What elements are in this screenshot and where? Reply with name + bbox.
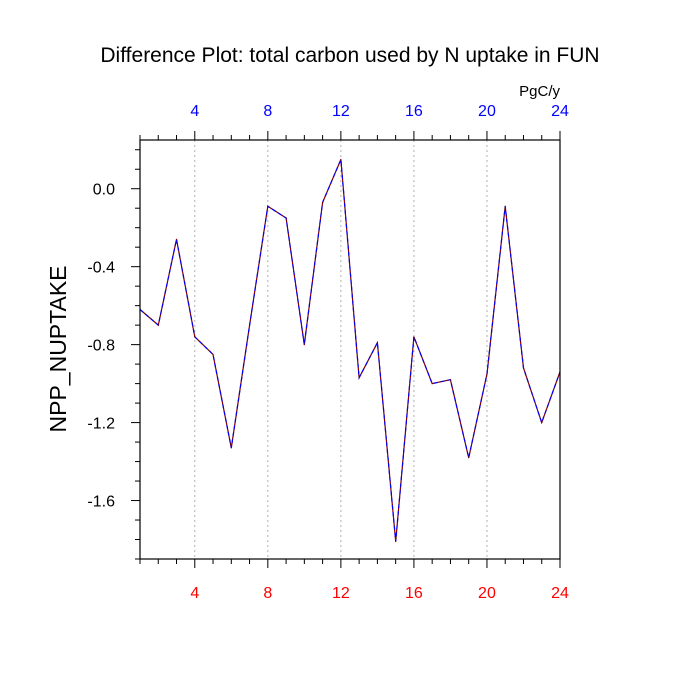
axis-ticks <box>131 131 561 568</box>
data-point-5 <box>212 353 214 355</box>
data-point-7 <box>248 324 251 326</box>
tick-labels: 4 4 8 8 12 12 16 16 20 20 24 24 0.0 -0.4 -0.8 -1.2 -1.6 <box>87 103 569 602</box>
data-point-23 <box>541 421 543 424</box>
y-tick-label--0.8: -0.8 <box>87 338 115 355</box>
data-point-20 <box>486 373 488 375</box>
x-tick-label-bottom-20: 20 <box>478 585 496 602</box>
chart-title: Difference Plot: total carbon used by N … <box>100 44 599 67</box>
data-point-12 <box>340 158 342 161</box>
y-tick-label-0.0: 0.0 <box>93 182 115 199</box>
data-point-22 <box>522 367 525 369</box>
data-point-21 <box>504 205 506 207</box>
data-point-14 <box>376 342 378 344</box>
x-tick-label-bottom-16: 16 <box>405 585 423 602</box>
data-point-16 <box>413 336 415 338</box>
data-point-19 <box>468 457 470 459</box>
data-point-6 <box>230 447 232 449</box>
series-line-dashed-0 <box>139 159 561 542</box>
data-point-17 <box>431 383 433 385</box>
x-tick-label-top-4: 4 <box>190 103 199 120</box>
x-tick-label-top-12: 12 <box>332 103 350 120</box>
data-point-10 <box>303 344 305 346</box>
x-tick-label-top-20: 20 <box>478 103 496 120</box>
y-tick-label--1.2: -1.2 <box>87 416 115 433</box>
x-tick-label-top-8: 8 <box>263 103 272 120</box>
x-tick-label-top-16: 16 <box>405 103 423 120</box>
y-tick-label--1.6: -1.6 <box>87 494 115 511</box>
plot-frame <box>139 139 561 560</box>
x-tick-label-bottom-24: 24 <box>551 585 569 602</box>
x-tick-label-bottom-12: 12 <box>332 585 350 602</box>
data-point-2 <box>157 324 159 326</box>
units-label: PgC/y <box>519 83 560 100</box>
y-axis-label: NPP_NUPTAKE <box>45 265 71 432</box>
data-point-15 <box>395 540 397 543</box>
grid-lines <box>194 140 488 559</box>
series-group <box>139 158 561 543</box>
data-point-4 <box>194 336 196 338</box>
data-point-11 <box>322 201 324 203</box>
data-point-9 <box>285 217 287 219</box>
x-tick-label-bottom-4: 4 <box>190 585 199 602</box>
y-tick-label--0.4: -0.4 <box>87 260 115 277</box>
x-tick-label-top-24: 24 <box>551 103 569 120</box>
x-tick-label-bottom-8: 8 <box>263 585 272 602</box>
data-point-18 <box>449 379 452 381</box>
data-point-3 <box>175 238 178 240</box>
data-point-13 <box>358 377 360 379</box>
series-line-solid-0 <box>139 159 561 542</box>
data-point-8 <box>267 205 269 207</box>
